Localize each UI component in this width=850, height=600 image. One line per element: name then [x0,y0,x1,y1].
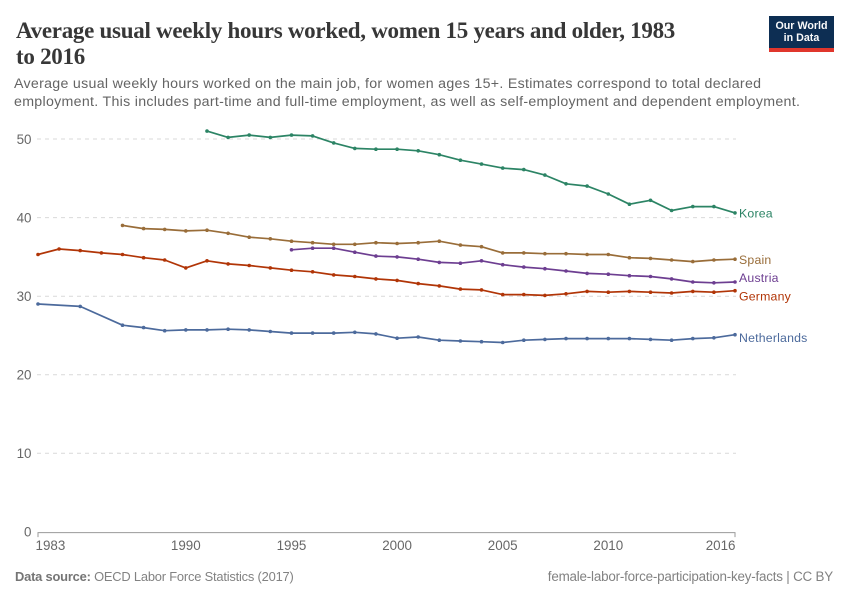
svg-text:30: 30 [17,289,32,304]
svg-text:2000: 2000 [382,538,412,553]
svg-text:20: 20 [17,368,32,383]
svg-text:Spain: Spain [739,253,771,267]
svg-text:Netherlands: Netherlands [739,331,808,345]
svg-text:2010: 2010 [593,538,623,553]
svg-text:Austria: Austria [739,271,779,285]
svg-text:50: 50 [17,132,32,147]
svg-text:1990: 1990 [171,538,201,553]
svg-text:10: 10 [17,446,32,461]
svg-text:40: 40 [17,210,32,225]
svg-text:0: 0 [24,525,31,540]
svg-text:1983: 1983 [36,538,66,553]
svg-text:2005: 2005 [488,538,518,553]
svg-text:Germany: Germany [739,290,792,304]
svg-text:1995: 1995 [277,538,307,553]
svg-text:2016: 2016 [706,538,736,553]
svg-text:Korea: Korea [739,207,773,221]
